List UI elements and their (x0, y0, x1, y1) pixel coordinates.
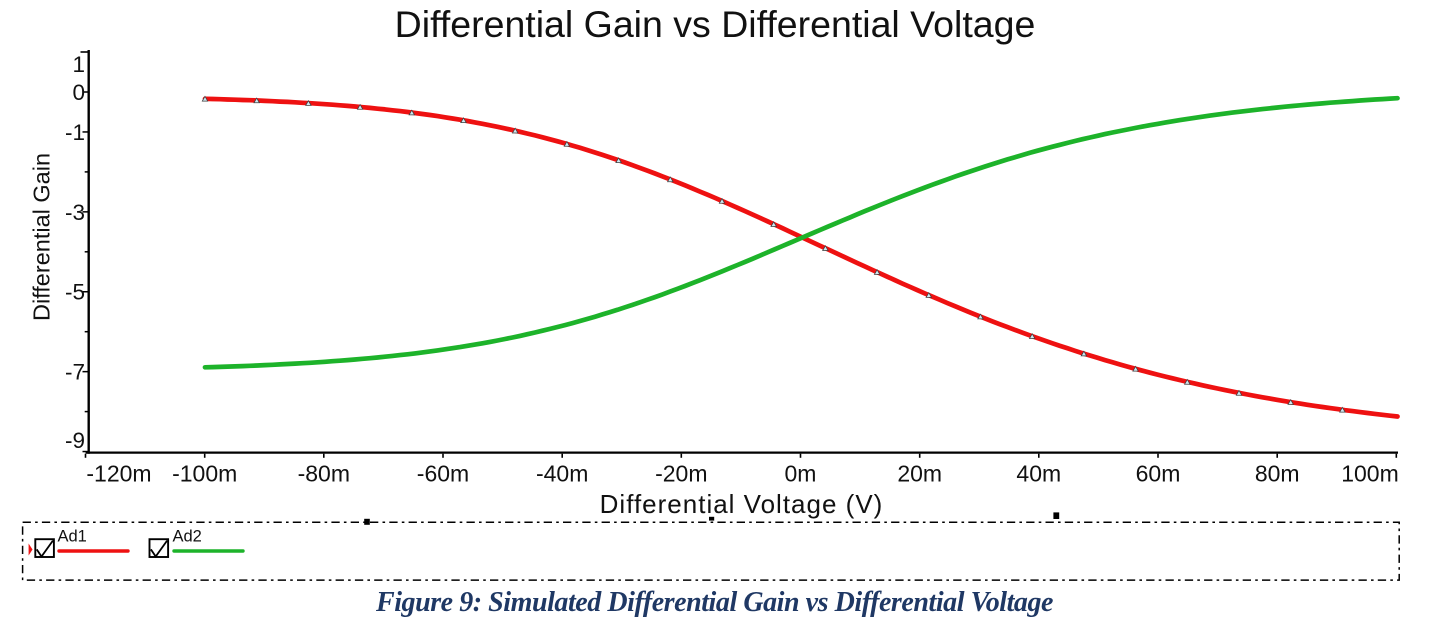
svg-text:-100m: -100m (172, 461, 237, 487)
svg-text:-3: -3 (65, 200, 85, 225)
svg-text:0: 0 (72, 80, 85, 105)
svg-text:Differential Gain vs Different: Differential Gain vs Differential Voltag… (395, 3, 1036, 45)
svg-text:100m: 100m (1341, 461, 1399, 487)
svg-text:20m: 20m (897, 461, 942, 487)
svg-text:80m: 80m (1255, 461, 1300, 487)
svg-text:-80m: -80m (298, 461, 350, 487)
svg-text:-9: -9 (65, 428, 85, 453)
svg-text:-5: -5 (65, 280, 85, 305)
svg-text:-60m: -60m (417, 461, 469, 487)
svg-text:Differential Voltage (V): Differential Voltage (V) (600, 489, 884, 519)
svg-text:-7: -7 (65, 360, 85, 385)
svg-text:40m: 40m (1016, 461, 1061, 487)
svg-text:Ad2: Ad2 (173, 527, 202, 545)
svg-text:-20m: -20m (655, 461, 707, 487)
svg-text:0m: 0m (785, 461, 817, 487)
svg-text:-1: -1 (65, 120, 85, 145)
svg-text:1: 1 (72, 52, 85, 77)
svg-text:Ad1: Ad1 (58, 527, 87, 545)
svg-text:60m: 60m (1136, 461, 1181, 487)
svg-text:-40m: -40m (536, 461, 588, 487)
svg-text:Figure 9: Simulated Differenti: Figure 9: Simulated Differential Gain vs… (375, 587, 1053, 618)
svg-text:Differential Gain: Differential Gain (29, 153, 55, 321)
svg-text:-120m: -120m (86, 461, 151, 487)
